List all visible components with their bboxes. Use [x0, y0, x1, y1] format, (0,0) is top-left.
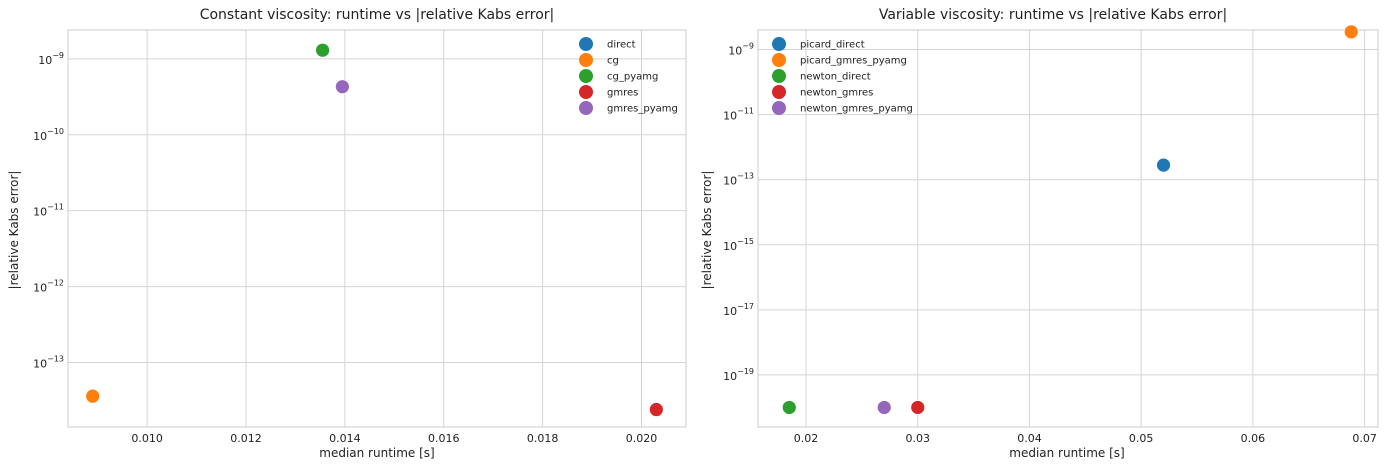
y-tick-label: 10−17 [723, 302, 754, 318]
data-point-cg [85, 388, 101, 404]
y-tick-label: 10−9 [728, 42, 754, 58]
data-point-newton-direct [781, 400, 797, 415]
legend-marker [772, 37, 786, 51]
x-tick-label: 0.016 [428, 432, 460, 445]
legend-marker [579, 85, 593, 99]
x-tick-label: 0.012 [230, 432, 262, 445]
legend-label: picard_direct [800, 40, 865, 51]
y-tick-label: 10−19 [723, 367, 754, 383]
data-point-picard-gmres-pyamg [1343, 24, 1359, 40]
data-point-gmres [648, 402, 664, 417]
chart-title: Variable viscosity: runtime vs |relative… [879, 7, 1227, 23]
chart-constant-viscosity: Constant viscosity: runtime vs |relative… [7, 7, 687, 460]
legend-label: cg [607, 56, 619, 67]
chart-title: Constant viscosity: runtime vs |relative… [200, 7, 555, 23]
x-tick-label: 0.07 [1352, 432, 1377, 445]
y-tick-label: 10−13 [33, 354, 64, 370]
plot-frame [757, 29, 1379, 428]
legend-marker [772, 85, 786, 99]
legend-label: cg_pyamg [607, 72, 658, 83]
y-axis-label: |relative Kabs error| [7, 171, 21, 290]
legend: picard_direct picard_gmres_pyamg newton_di… [772, 37, 913, 115]
legend-label: newton_gmres_pyamg [800, 104, 913, 115]
data-point-picard-direct [1156, 157, 1171, 173]
legend-label: newton_direct [800, 72, 871, 83]
y-tick-label: 10−9 [38, 51, 64, 67]
legend-label: picard_gmres_pyamg [800, 56, 907, 67]
x-tick-label: 0.06 [1241, 432, 1266, 445]
y-tick-label: 10−13 [723, 172, 754, 188]
y-tick-label: 10−11 [33, 203, 64, 219]
legend-label: direct [607, 40, 636, 51]
legend-marker [579, 69, 593, 83]
x-tick-label: 0.03 [905, 432, 930, 445]
legend-marker [579, 53, 593, 67]
legend-marker [772, 53, 786, 67]
data-point-cg-pyamg [315, 42, 331, 58]
y-tick-label: 10−10 [33, 127, 64, 143]
plot-frame [67, 29, 687, 428]
y-tick-label: 10−11 [723, 107, 754, 123]
data-point-newton-gmres-pyamg [876, 400, 892, 415]
x-tick-label: 0.04 [1017, 432, 1042, 445]
chart-variable-viscosity: Variable viscosity: runtime vs |relative… [700, 7, 1379, 460]
x-tick-label: 0.02 [794, 432, 819, 445]
legend-label: gmres_pyamg [607, 104, 678, 115]
x-tick-label: 0.018 [527, 432, 559, 445]
legend-marker [579, 37, 593, 51]
legend-marker [579, 101, 593, 115]
x-axis-label: median runtime [s] [1009, 446, 1124, 460]
x-tick-label: 0.05 [1129, 432, 1154, 445]
x-tick-label: 0.020 [626, 432, 658, 445]
x-tick-label: 0.010 [131, 432, 163, 445]
legend-marker [772, 69, 786, 83]
legend-label: gmres [607, 88, 638, 99]
data-point-newton-gmres [910, 400, 926, 415]
data-point-gmres-pyamg [334, 79, 350, 95]
x-tick-label: 0.014 [329, 432, 361, 445]
x-axis-label: median runtime [s] [319, 446, 434, 460]
legend-label: newton_gmres [800, 88, 873, 99]
legend-marker [772, 101, 786, 115]
y-axis-label: |relative Kabs error| [700, 171, 714, 290]
y-tick-label: 10−15 [723, 237, 754, 253]
y-tick-label: 10−12 [33, 279, 64, 295]
